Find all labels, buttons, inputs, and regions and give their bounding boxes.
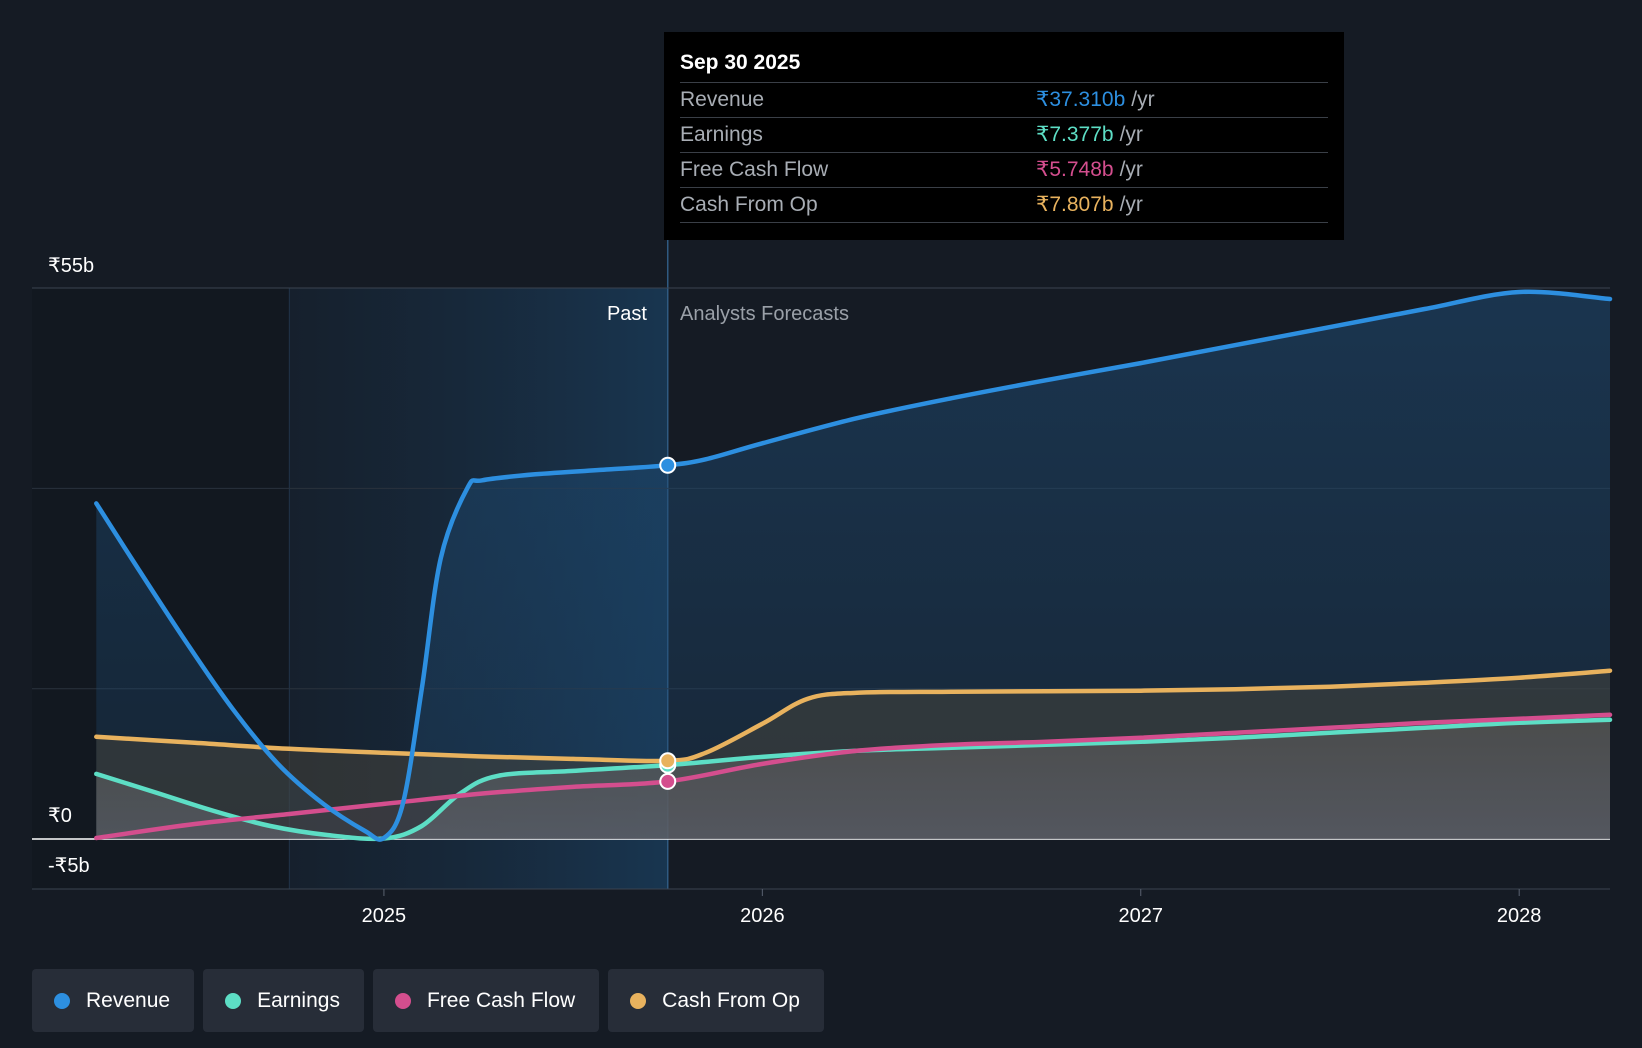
area-fill-layer bbox=[96, 291, 1610, 840]
tooltip-label: Earnings bbox=[680, 123, 763, 146]
legend-item-revenue[interactable]: Revenue bbox=[32, 969, 195, 1032]
data-point-revenue bbox=[659, 456, 677, 474]
label-layer: ₹55b ₹0 -₹5b Past Analysts Forecasts 202… bbox=[48, 255, 1541, 927]
tooltip-row-free-cash-flow: Free Cash Flow ₹5.748b /yr bbox=[680, 153, 1328, 188]
y-tick-label-bottom: -₹5b bbox=[48, 855, 90, 877]
legend-dot-icon bbox=[54, 992, 70, 1009]
tooltip-unit: /yr bbox=[1131, 88, 1155, 111]
tooltip-value: ₹7.377b bbox=[1036, 123, 1114, 146]
tooltip-label: Cash From Op bbox=[680, 193, 818, 216]
x-tick-label-2028: 2028 bbox=[1497, 905, 1542, 927]
tooltip-label: Revenue bbox=[680, 88, 765, 111]
chart-legend: Revenue Earnings Free Cash Flow Cash Fro… bbox=[32, 969, 824, 1032]
legend-label: Free Cash Flow bbox=[426, 988, 576, 1012]
series-line-free-cash-flow bbox=[94, 712, 1613, 841]
legend-label: Cash From Op bbox=[662, 988, 800, 1012]
marker-layer bbox=[659, 456, 677, 790]
legend-dot-icon bbox=[394, 992, 411, 1009]
tooltip-value: ₹37.310b bbox=[1036, 88, 1126, 111]
legend-item-cash-from-op[interactable]: Cash From Op bbox=[608, 969, 824, 1032]
legend-label: Revenue bbox=[86, 988, 171, 1012]
hover-tooltip: Sep 30 2025 Revenue ₹37.310b /yr Earning… bbox=[664, 32, 1344, 240]
legend-item-free-cash-flow[interactable]: Free Cash Flow bbox=[372, 969, 600, 1032]
tooltip-unit: /yr bbox=[1119, 158, 1143, 181]
x-tick-label-2026: 2026 bbox=[740, 905, 785, 927]
tooltip-label: Free Cash Flow bbox=[680, 158, 829, 181]
legend-item-earnings[interactable]: Earnings bbox=[203, 969, 364, 1032]
series-line-layer bbox=[94, 289, 1613, 842]
tooltip-unit: /yr bbox=[1119, 123, 1143, 146]
tooltip-value: ₹5.748b bbox=[1036, 158, 1114, 181]
data-point-cash-from-op bbox=[659, 752, 677, 770]
tooltip-unit: /yr bbox=[1119, 193, 1143, 216]
series-line-revenue bbox=[94, 289, 1613, 842]
legend-dot-icon bbox=[225, 992, 242, 1009]
forecast-label: Analysts Forecasts bbox=[680, 303, 849, 325]
series-line-cash-from-op bbox=[94, 668, 1613, 764]
tooltip-value: ₹7.807b bbox=[1036, 193, 1114, 216]
legend-dot-icon bbox=[630, 992, 647, 1009]
series-line-earnings bbox=[94, 717, 1613, 842]
tooltip-row-cash-from-op: Cash From Op ₹7.807b /yr bbox=[680, 188, 1328, 223]
past-label: Past bbox=[607, 303, 647, 325]
tooltip-date: Sep 30 2025 bbox=[680, 48, 1328, 83]
x-tick-label-2025: 2025 bbox=[362, 905, 407, 927]
area-fill-earnings bbox=[96, 719, 1610, 839]
y-tick-label-top: ₹55b bbox=[48, 255, 94, 277]
legend-label: Earnings bbox=[257, 988, 340, 1012]
tooltip-row-earnings: Earnings ₹7.377b /yr bbox=[680, 118, 1328, 153]
y-tick-label-zero: ₹0 bbox=[48, 805, 72, 827]
x-tick-label-2027: 2027 bbox=[1119, 905, 1164, 927]
data-point-free-cash-flow bbox=[659, 772, 677, 790]
tooltip-row-revenue: Revenue ₹37.310b /yr bbox=[680, 83, 1328, 118]
